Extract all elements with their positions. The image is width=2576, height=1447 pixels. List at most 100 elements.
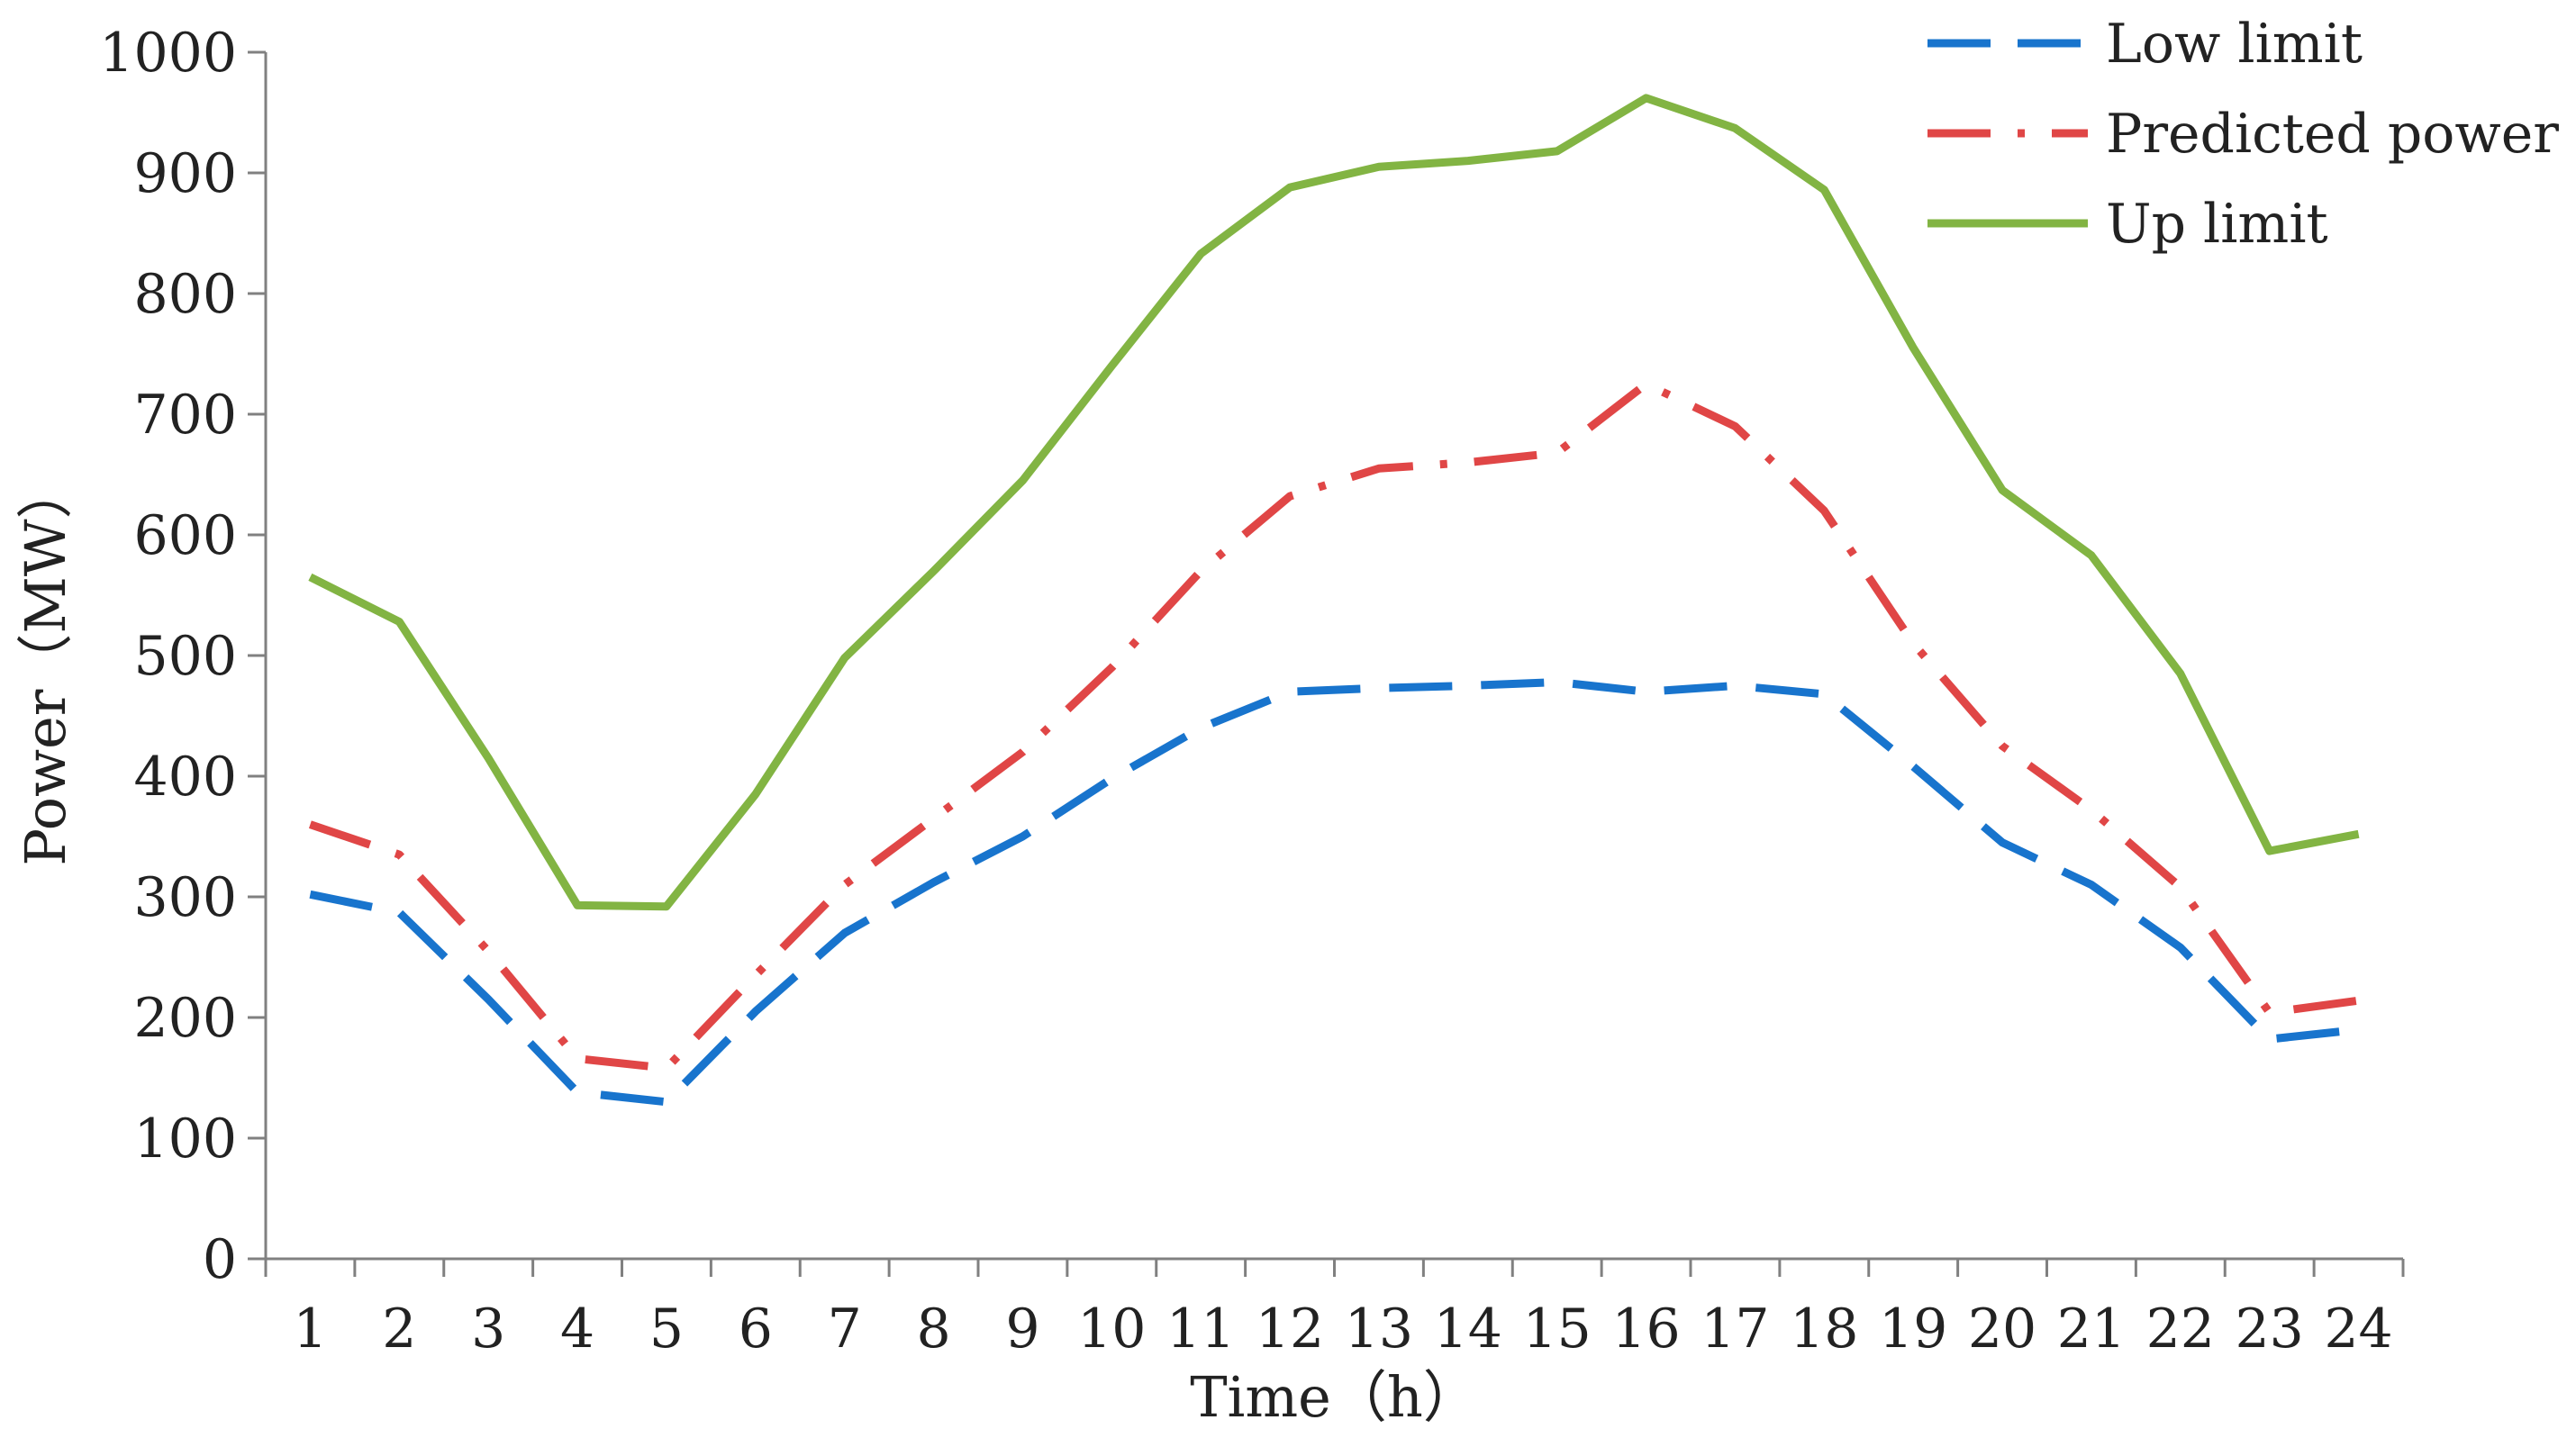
data-point (1290, 187, 1291, 188)
x-tick-label: 3 (471, 1298, 505, 1361)
x-tick-label: 4 (560, 1298, 594, 1361)
data-point (844, 884, 845, 885)
data-point (2269, 851, 2270, 852)
legend-label: Predicted power (2106, 103, 2559, 166)
data-point (2358, 1029, 2359, 1030)
y-tick-label: 0 (203, 1228, 237, 1291)
data-point (2180, 947, 2181, 948)
data-point (488, 757, 489, 758)
x-tick-label: 19 (1879, 1298, 1947, 1361)
data-point (577, 905, 578, 906)
legend-label: Low limit (2106, 13, 2363, 76)
series-line (308, 94, 2360, 911)
x-tick-label: 8 (916, 1298, 950, 1361)
data-point (310, 894, 311, 895)
legend-item: Low limit (1927, 13, 2363, 76)
legend-item: Predicted power (1927, 103, 2559, 166)
data-point (399, 621, 400, 622)
data-point (1735, 685, 1736, 686)
y-tick-label: 200 (133, 987, 237, 1050)
x-tick-label: 12 (1256, 1298, 1324, 1361)
data-point (755, 975, 756, 976)
x-tick-label: 13 (1345, 1298, 1413, 1361)
y-axis-title: Power（MW） (13, 463, 78, 865)
legend-label: Up limit (2106, 193, 2328, 256)
x-tick-label: 16 (1611, 1298, 1680, 1361)
y-tick-label: 300 (133, 866, 237, 929)
data-point (844, 933, 845, 934)
data-point (1467, 462, 1468, 463)
x-tick-label: 2 (382, 1298, 416, 1361)
data-point (2269, 1012, 2270, 1013)
data-point (666, 1068, 667, 1069)
data-point (1824, 189, 1825, 190)
data-point (488, 951, 489, 952)
x-tick-label: 6 (739, 1298, 773, 1361)
data-point (1022, 752, 1023, 753)
series-low-limit (309, 678, 2360, 1107)
data-point (1913, 766, 1914, 767)
x-tick-label: 5 (649, 1298, 684, 1361)
data-point (577, 1058, 578, 1059)
data-point (755, 1011, 756, 1012)
x-tick-label: 24 (2324, 1298, 2392, 1361)
data-point (1111, 778, 1112, 779)
x-tick-label: 22 (2146, 1298, 2215, 1361)
data-point (399, 912, 400, 913)
series-line (309, 678, 2360, 1107)
series-lines (308, 94, 2360, 1107)
data-point (1556, 452, 1557, 453)
x-tick-label: 21 (2057, 1298, 2126, 1361)
data-point (1735, 426, 1736, 427)
data-point (1290, 496, 1291, 497)
data-point (1556, 150, 1557, 151)
data-point (1378, 468, 1379, 469)
data-point (2269, 1039, 2270, 1040)
data-point (310, 576, 311, 577)
data-point (2002, 842, 2003, 843)
x-tick-label: 15 (1523, 1298, 1592, 1361)
x-tick-label: 1 (293, 1298, 327, 1361)
x-tick-label: 20 (1968, 1298, 2036, 1361)
data-point (933, 571, 934, 572)
data-point (2180, 887, 2181, 888)
data-point (2358, 834, 2359, 835)
x-tick-label: 14 (1434, 1298, 1502, 1361)
x-tick-label: 7 (828, 1298, 862, 1361)
data-point (844, 657, 845, 658)
y-tick-label: 700 (133, 384, 237, 447)
data-point (1022, 480, 1023, 481)
data-point (310, 824, 311, 825)
y-tick-label: 800 (133, 263, 237, 326)
y-tick-label: 900 (133, 142, 237, 205)
data-point (1735, 128, 1736, 129)
series-up-limit (308, 94, 2360, 911)
data-point (577, 1092, 578, 1093)
series-line (308, 380, 2360, 1072)
data-point (1201, 571, 1202, 572)
data-point (1111, 667, 1112, 668)
y-tick-label: 100 (133, 1108, 237, 1171)
data-point (666, 906, 667, 907)
y-tick-label: 500 (133, 625, 237, 688)
y-tick-label: 400 (133, 746, 237, 809)
legend: Low limit Predicted power Up limit (1927, 13, 2559, 256)
data-point (1378, 688, 1379, 689)
x-tick-label: 9 (1005, 1298, 1039, 1361)
series-predicted-power (308, 380, 2360, 1072)
data-point (1556, 682, 1557, 683)
data-point (2002, 490, 2003, 491)
y-tick-label: 600 (133, 504, 237, 567)
data-point (1201, 253, 1202, 254)
data-point (1467, 685, 1468, 686)
x-tick-label: 10 (1077, 1298, 1146, 1361)
y-tick-label: 1000 (99, 22, 237, 85)
data-point (666, 1101, 667, 1102)
data-point (1824, 693, 1825, 694)
legend-item: Up limit (1927, 193, 2328, 256)
data-point (2358, 1000, 2359, 1001)
data-point (1467, 160, 1468, 161)
